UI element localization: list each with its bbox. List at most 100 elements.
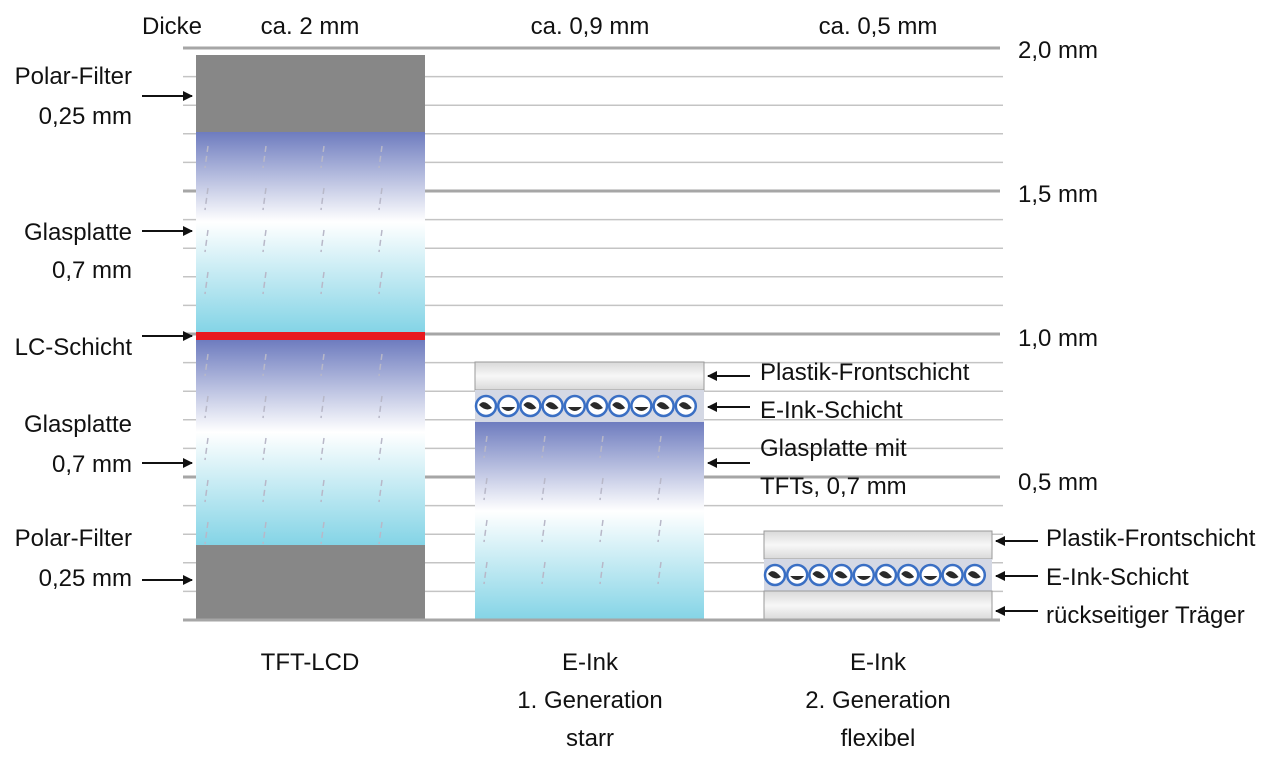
polar-filter-top-layer <box>196 55 425 132</box>
lc-label: LC-Schicht <box>15 334 133 361</box>
glass-streak <box>320 479 325 503</box>
glass-streak <box>262 229 267 253</box>
caption-gen2-line1: E-Ink <box>850 649 907 676</box>
glass-streak <box>599 519 604 543</box>
glass-streak <box>204 521 209 545</box>
eink-pigment <box>545 402 559 410</box>
eink-pigment <box>945 571 959 579</box>
scale-0-5: 0,5 mm <box>1018 469 1098 496</box>
eink-gen1-stack <box>474 361 705 620</box>
gen1-eink-label: E-Ink-Schicht <box>760 397 903 424</box>
glass-streak <box>320 437 325 461</box>
glas-bot-thickness: 0,7 mm <box>52 451 132 478</box>
caption-gen1-line2: 1. Generation <box>517 687 662 714</box>
scale-2-0: 2,0 mm <box>1018 37 1098 64</box>
glass-streak <box>204 479 209 503</box>
glass-streak <box>541 519 546 543</box>
polar-filter-bottom-layer <box>196 545 425 620</box>
eink-pigment <box>879 571 892 579</box>
glass-streak <box>483 561 488 585</box>
eink-pigment <box>812 571 826 579</box>
glass-streak <box>483 519 488 543</box>
glass-streak <box>262 437 267 461</box>
eink-pigment <box>768 571 781 579</box>
glas-top-thickness: 0,7 mm <box>52 257 132 284</box>
eink-capsule <box>785 563 809 587</box>
polar-bot-thickness: 0,25 mm <box>39 565 132 592</box>
glass-streak <box>204 271 209 295</box>
caption-gen2-line2: 2. Generation <box>805 687 950 714</box>
glass-streak <box>541 435 546 459</box>
eink-gen2-stack <box>763 530 993 621</box>
eink-pigment <box>790 576 805 580</box>
glass-streak <box>320 145 325 169</box>
eink-capsule <box>630 394 653 418</box>
gen1-eink-capsules <box>474 394 698 418</box>
col2-thickness: ca. 0,9 mm <box>531 13 650 40</box>
glass-streak <box>378 229 383 253</box>
gen1-glass-tft-layer <box>475 422 704 620</box>
gen2-eink-capsules <box>763 563 987 587</box>
gen2-plastic-front-layer <box>763 530 993 560</box>
glass-streak <box>204 353 209 377</box>
glass-streak <box>599 477 604 501</box>
glass-plate-top-layer <box>196 132 425 332</box>
glass-streak <box>483 477 488 501</box>
eink-pigment <box>501 407 516 411</box>
eink-capsule <box>852 563 876 587</box>
glass-streak <box>378 479 383 503</box>
eink-pigment <box>612 402 626 410</box>
gen1-front-label: Plastik-Frontschicht <box>760 359 970 386</box>
eink-pigment <box>479 402 492 410</box>
scale-1-5: 1,5 mm <box>1018 181 1098 208</box>
eink-pigment <box>967 571 981 579</box>
polar-top-thickness: 0,25 mm <box>39 103 132 130</box>
glass-streak <box>320 187 325 211</box>
glass-streak <box>378 521 383 545</box>
col1-thickness: ca. 2 mm <box>261 13 360 40</box>
glass-streak <box>262 187 267 211</box>
eink-pigment <box>678 402 692 410</box>
gen1-glas-label-1: Glasplatte mit <box>760 435 907 462</box>
glass-streak <box>378 395 383 419</box>
glass-streak <box>378 271 383 295</box>
eink-pigment <box>523 402 537 410</box>
glass-streak <box>599 435 604 459</box>
glass-streak <box>320 271 325 295</box>
glass-streak <box>204 187 209 211</box>
glass-streak <box>204 229 209 253</box>
glass-streak <box>262 395 267 419</box>
col3-thickness: ca. 0,5 mm <box>819 13 938 40</box>
caption-gen2-line3: flexibel <box>841 725 916 752</box>
eink-pigment <box>834 571 848 579</box>
glass-streaks <box>204 145 383 545</box>
glass-streak <box>378 353 383 377</box>
glass-streak <box>657 561 662 585</box>
eink-pigment <box>634 407 649 411</box>
glass-streak <box>204 395 209 419</box>
glass-streak <box>320 353 325 377</box>
glass-streak <box>657 477 662 501</box>
glass-streak <box>599 561 604 585</box>
glass-streak <box>262 479 267 503</box>
glass-streak <box>262 271 267 295</box>
glas-bot-label: Glasplatte <box>24 411 132 438</box>
gen2-back-label: rückseitiger Träger <box>1046 602 1245 629</box>
gen1-glass-streaks <box>483 435 662 585</box>
gen2-back-carrier-layer <box>763 590 993 621</box>
caption-gen1-line3: starr <box>566 725 614 752</box>
eink-pigment <box>923 576 938 580</box>
glass-streak <box>262 521 267 545</box>
glass-streak <box>378 145 383 169</box>
eink-pigment <box>901 571 915 579</box>
caption-tft: TFT-LCD <box>261 649 360 676</box>
polar-top-label: Polar-Filter <box>15 63 132 90</box>
glass-streak <box>262 145 267 169</box>
caption-gen1-line1: E-Ink <box>562 649 619 676</box>
polar-bot-label: Polar-Filter <box>15 525 132 552</box>
glas-top-label: Glasplatte <box>24 219 132 246</box>
eink-capsule <box>919 563 942 587</box>
glass-streak <box>204 437 209 461</box>
gen2-front-label: Plastik-Frontschicht <box>1046 525 1256 552</box>
glass-streak <box>320 521 325 545</box>
